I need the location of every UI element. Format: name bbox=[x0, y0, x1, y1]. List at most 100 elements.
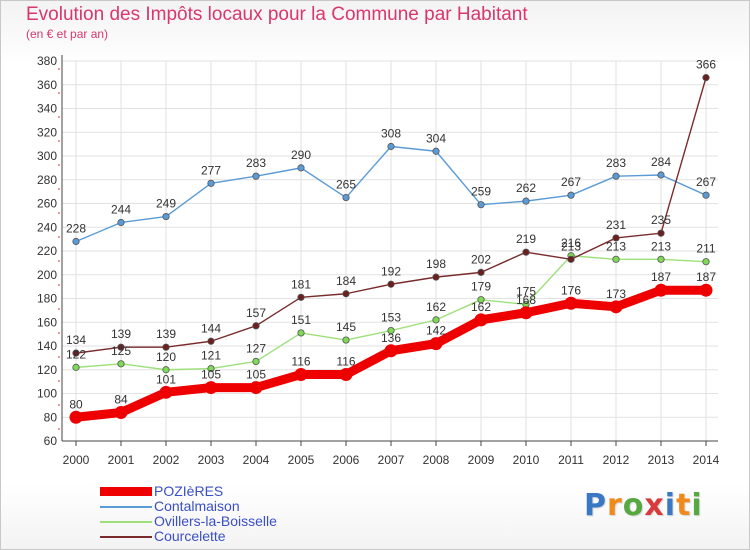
data-point bbox=[567, 191, 575, 199]
data-label: 249 bbox=[156, 197, 176, 211]
data-point bbox=[159, 385, 173, 399]
data-label: 122 bbox=[66, 347, 86, 361]
data-point bbox=[207, 179, 215, 187]
data-label: 105 bbox=[246, 368, 266, 382]
logo-letter: r bbox=[607, 488, 623, 523]
data-point bbox=[477, 268, 485, 276]
y-axis-dot bbox=[58, 164, 60, 166]
data-label: 144 bbox=[201, 321, 221, 335]
data-point bbox=[387, 326, 395, 335]
data-label: 84 bbox=[114, 393, 128, 407]
y-tick-label: 280 bbox=[37, 173, 57, 187]
data-label: 125 bbox=[111, 344, 131, 358]
data-point bbox=[117, 343, 125, 351]
data-label: 139 bbox=[111, 327, 131, 341]
data-point bbox=[522, 248, 530, 256]
legend-swatch bbox=[100, 535, 152, 538]
data-label: 168 bbox=[516, 293, 536, 307]
data-label: 202 bbox=[471, 252, 491, 266]
chart-title: Evolution des Impôts locaux pour la Comm… bbox=[26, 4, 528, 25]
data-point bbox=[567, 255, 575, 263]
data-point bbox=[432, 147, 440, 155]
data-label: 105 bbox=[201, 368, 221, 382]
data-point bbox=[702, 74, 710, 82]
data-label: 80 bbox=[69, 397, 83, 411]
y-tick-label: 300 bbox=[37, 149, 57, 163]
data-label: 277 bbox=[201, 163, 221, 177]
proxiti-logo: Proxiti bbox=[584, 488, 703, 523]
data-label: 216 bbox=[561, 236, 581, 250]
data-label: 139 bbox=[156, 327, 176, 341]
y-axis-dot bbox=[58, 236, 60, 238]
x-tick-label: 2014 bbox=[693, 453, 720, 467]
logo-letter: x bbox=[644, 488, 665, 523]
data-point bbox=[297, 164, 305, 172]
data-point bbox=[612, 255, 620, 263]
data-label: 228 bbox=[66, 222, 86, 236]
y-tick-label: 340 bbox=[37, 102, 57, 116]
y-axis-dot bbox=[58, 116, 60, 118]
legend-label: Courcelette bbox=[154, 528, 226, 544]
data-point bbox=[474, 313, 488, 327]
data-point bbox=[387, 280, 395, 288]
chart-subtitle: (en € et par an) bbox=[26, 27, 109, 41]
x-tick-label: 2010 bbox=[513, 453, 540, 467]
data-label: 283 bbox=[606, 156, 626, 170]
y-tick-label: 260 bbox=[37, 197, 57, 211]
data-point bbox=[207, 364, 215, 373]
data-label: 187 bbox=[651, 270, 671, 284]
y-axis-dot bbox=[58, 356, 60, 358]
x-tick-label: 2000 bbox=[63, 453, 90, 467]
x-tick-label: 2005 bbox=[288, 453, 315, 467]
data-label: 366 bbox=[696, 58, 716, 72]
data-point bbox=[387, 142, 395, 151]
data-point bbox=[294, 368, 308, 381]
legend-item: Ovillers-la-Boisselle bbox=[100, 514, 277, 529]
data-point bbox=[477, 201, 485, 209]
x-tick-label: 2009 bbox=[468, 453, 495, 467]
legend-label: POZIèRES bbox=[154, 483, 224, 499]
legend-swatch bbox=[100, 520, 152, 523]
data-point bbox=[252, 357, 260, 366]
data-label: 267 bbox=[696, 175, 716, 189]
logo-letter: P bbox=[584, 488, 607, 523]
data-label: 267 bbox=[561, 175, 581, 189]
x-tick-label: 2001 bbox=[108, 453, 135, 467]
data-label: 231 bbox=[606, 218, 626, 232]
data-point bbox=[117, 360, 125, 368]
data-label: 120 bbox=[156, 350, 176, 364]
legend-swatch bbox=[100, 505, 152, 508]
data-label: 101 bbox=[156, 372, 176, 386]
x-tick-label: 2004 bbox=[243, 453, 270, 467]
data-point bbox=[207, 337, 215, 345]
y-tick-label: 60 bbox=[44, 434, 58, 448]
y-axis-dot bbox=[58, 284, 60, 286]
data-label: 116 bbox=[291, 355, 310, 369]
data-label: 235 bbox=[651, 213, 671, 227]
data-label: 142 bbox=[426, 324, 446, 338]
x-tick-label: 2011 bbox=[558, 453, 584, 467]
data-label: 145 bbox=[336, 320, 356, 334]
data-label: 198 bbox=[426, 257, 446, 271]
y-axis-dot bbox=[58, 428, 60, 430]
data-label: 181 bbox=[291, 277, 311, 291]
data-point bbox=[117, 218, 125, 227]
y-tick-label: 380 bbox=[37, 54, 57, 68]
data-label: 136 bbox=[381, 331, 401, 345]
y-tick-label: 220 bbox=[37, 244, 57, 258]
data-point bbox=[654, 283, 668, 297]
legend-item: POZIèRES bbox=[100, 484, 277, 499]
data-label: 176 bbox=[561, 283, 581, 297]
x-tick-label: 2002 bbox=[153, 453, 180, 467]
x-tick-label: 2013 bbox=[648, 453, 675, 467]
data-label: 173 bbox=[606, 287, 626, 301]
x-tick-label: 2007 bbox=[378, 453, 405, 467]
data-label: 179 bbox=[471, 280, 491, 294]
data-point bbox=[69, 410, 83, 424]
data-label: 187 bbox=[696, 270, 716, 284]
data-point bbox=[114, 406, 128, 419]
data-point bbox=[342, 193, 350, 202]
y-tick-label: 140 bbox=[37, 339, 57, 353]
data-point bbox=[519, 306, 533, 320]
data-point bbox=[609, 300, 623, 314]
